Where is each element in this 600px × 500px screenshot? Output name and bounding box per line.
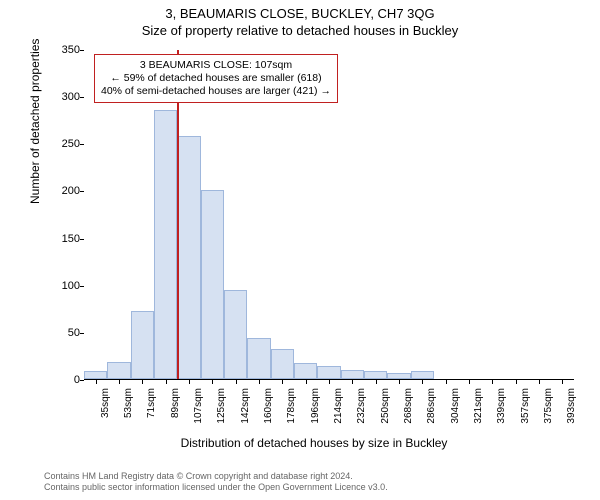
histogram-bar xyxy=(201,190,224,379)
histogram-bar xyxy=(271,349,294,379)
y-tick-label: 0 xyxy=(44,374,80,386)
histogram-bar xyxy=(107,362,130,379)
x-tick-label: 375sqm xyxy=(543,388,554,434)
y-tick-label: 200 xyxy=(44,185,80,197)
x-tick-label: 250sqm xyxy=(380,388,391,434)
histogram-bar xyxy=(341,370,364,379)
x-tick-mark xyxy=(236,380,237,384)
x-tick-label: 125sqm xyxy=(216,388,227,434)
x-tick-mark xyxy=(492,380,493,384)
histogram-bar xyxy=(387,373,410,379)
x-tick-mark xyxy=(282,380,283,384)
histogram-bar xyxy=(177,136,200,379)
chart-subtitle: Size of property relative to detached ho… xyxy=(0,21,600,38)
x-tick-label: 196sqm xyxy=(310,388,321,434)
x-tick-label: 71sqm xyxy=(146,388,157,434)
footer-line2: Contains public sector information licen… xyxy=(44,482,388,494)
histogram-bar xyxy=(154,110,177,379)
x-tick-label: 268sqm xyxy=(403,388,414,434)
x-tick-mark xyxy=(119,380,120,384)
histogram-bar xyxy=(224,290,247,379)
chart-title-line1: 3, BEAUMARIS CLOSE, BUCKLEY, CH7 3QG xyxy=(0,0,600,21)
x-tick-mark xyxy=(329,380,330,384)
footer-line1: Contains HM Land Registry data © Crown c… xyxy=(44,471,388,483)
x-tick-label: 214sqm xyxy=(333,388,344,434)
x-tick-mark xyxy=(562,380,563,384)
histogram-bar xyxy=(317,366,340,379)
annotation-line1: 3 BEAUMARIS CLOSE: 107sqm xyxy=(101,59,331,72)
x-tick-mark xyxy=(516,380,517,384)
x-tick-label: 393sqm xyxy=(566,388,577,434)
y-tick-label: 350 xyxy=(44,44,80,56)
annotation-line2: ← 59% of detached houses are smaller (61… xyxy=(101,72,331,85)
footer-credits: Contains HM Land Registry data © Crown c… xyxy=(44,471,388,494)
x-tick-label: 339sqm xyxy=(496,388,507,434)
x-tick-mark xyxy=(399,380,400,384)
histogram-bar xyxy=(247,338,270,379)
y-tick-label: 300 xyxy=(44,91,80,103)
histogram-bar xyxy=(364,371,387,379)
x-tick-label: 232sqm xyxy=(356,388,367,434)
annotation-box: 3 BEAUMARIS CLOSE: 107sqm ← 59% of detac… xyxy=(94,54,338,103)
x-tick-label: 89sqm xyxy=(170,388,181,434)
y-axis-label: Number of detached properties xyxy=(28,39,42,204)
x-tick-mark xyxy=(352,380,353,384)
y-tick-mark xyxy=(80,380,84,381)
x-tick-label: 107sqm xyxy=(193,388,204,434)
x-tick-mark xyxy=(259,380,260,384)
x-tick-label: 286sqm xyxy=(426,388,437,434)
x-tick-mark xyxy=(306,380,307,384)
annotation-line3: 40% of semi-detached houses are larger (… xyxy=(101,85,331,98)
y-tick-label: 150 xyxy=(44,233,80,245)
chart-container: Number of detached properties 0501001502… xyxy=(44,44,584,424)
x-axis-label: Distribution of detached houses by size … xyxy=(44,436,584,450)
x-tick-mark xyxy=(469,380,470,384)
y-tick-label: 50 xyxy=(44,327,80,339)
x-tick-label: 321sqm xyxy=(473,388,484,434)
y-tick-label: 100 xyxy=(44,280,80,292)
x-tick-mark xyxy=(96,380,97,384)
x-tick-mark xyxy=(422,380,423,384)
histogram-bar xyxy=(294,363,317,379)
x-tick-mark xyxy=(166,380,167,384)
x-tick-mark xyxy=(376,380,377,384)
plot-area: 3 BEAUMARIS CLOSE: 107sqm ← 59% of detac… xyxy=(84,50,574,380)
x-tick-mark xyxy=(212,380,213,384)
x-tick-label: 35sqm xyxy=(100,388,111,434)
histogram-bar xyxy=(131,311,154,379)
x-tick-label: 178sqm xyxy=(286,388,297,434)
x-tick-label: 160sqm xyxy=(263,388,274,434)
histogram-bar xyxy=(411,371,434,379)
y-tick-label: 250 xyxy=(44,138,80,150)
x-tick-label: 357sqm xyxy=(520,388,531,434)
x-tick-label: 53sqm xyxy=(123,388,134,434)
x-tick-label: 304sqm xyxy=(450,388,461,434)
x-tick-mark xyxy=(142,380,143,384)
histogram-bar xyxy=(84,371,107,379)
x-tick-mark xyxy=(446,380,447,384)
x-tick-mark xyxy=(539,380,540,384)
x-tick-mark xyxy=(189,380,190,384)
x-tick-label: 142sqm xyxy=(240,388,251,434)
